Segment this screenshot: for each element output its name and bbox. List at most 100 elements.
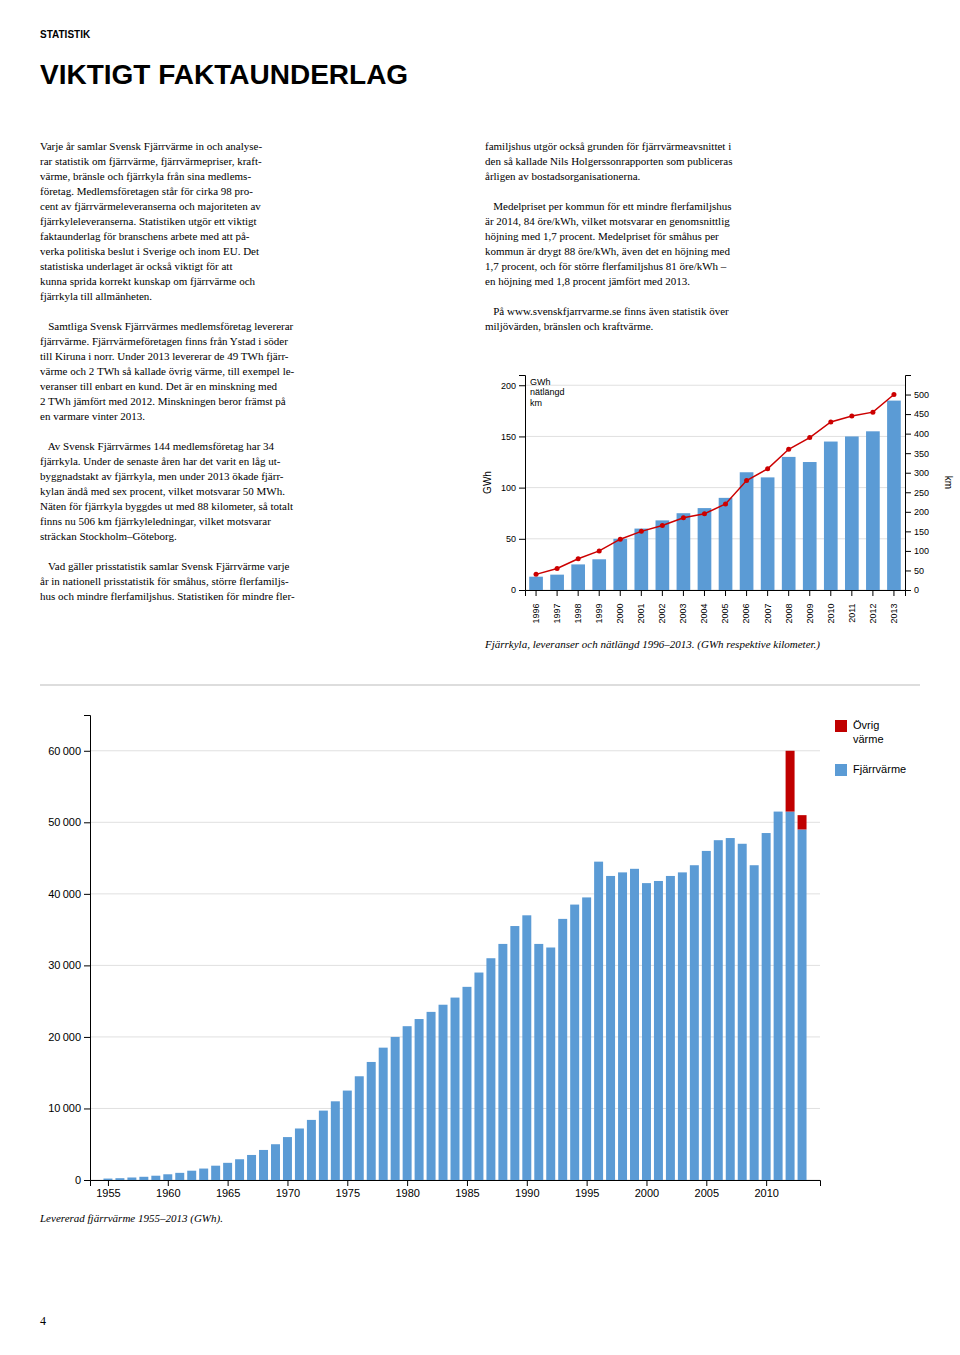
x-axis-line	[526, 591, 906, 597]
x-axis-tick: 2000	[615, 590, 625, 623]
bar	[642, 883, 651, 1180]
legend-swatch	[835, 720, 847, 732]
x-axis-tick-label: 2001	[636, 603, 646, 623]
bar	[427, 1012, 436, 1180]
x-axis-tick: 1975	[336, 1180, 360, 1199]
body-line: årligen av bostadsorganisationerna.	[485, 170, 641, 182]
x-axis-tick-mark	[587, 1180, 588, 1186]
y2-axis-tick-mark	[905, 512, 911, 513]
bar	[295, 1128, 304, 1180]
y2-axis-tick: 250	[905, 488, 929, 498]
y2-axis-tick-label: 500	[914, 390, 929, 400]
x-axis-tick: 1995	[575, 1180, 599, 1199]
bar	[139, 1177, 148, 1180]
bar	[690, 865, 699, 866]
bar	[677, 513, 691, 590]
marker	[807, 435, 812, 440]
bar	[618, 872, 627, 1180]
body-line: 2 TWh jämfört med 2012. Minskningen bero…	[40, 395, 286, 407]
body-line: Vad gäller prisstatistik samlar Svensk F…	[40, 560, 289, 572]
y-axis-tick-mark	[519, 590, 525, 591]
y-axis-tick-mark	[519, 385, 525, 386]
body-line: Medelpriset per kommun för ett mindre fl…	[485, 200, 732, 212]
bar	[606, 875, 615, 876]
bar	[307, 1120, 316, 1180]
x-axis-tick: 1965	[216, 1180, 240, 1199]
x-axis-tick: 2010	[826, 590, 836, 623]
x-axis-tick-label: 2000	[635, 1187, 659, 1199]
bar	[199, 1169, 208, 1180]
x-axis: 1996199719981999200020012002200320042005…	[526, 590, 906, 623]
y2-axis-tick-label: 150	[914, 527, 929, 537]
y2-axis-tick: 200	[905, 507, 929, 517]
page: STATISTIKVIKTIGT FAKTAUNDERLAGVarje år s…	[0, 0, 960, 1355]
separator	[40, 685, 920, 686]
grid	[525, 385, 905, 590]
body-line: hus och mindre flerfamiljshus. Statistik…	[40, 590, 295, 602]
body-line: fjärrkyleleveranserna. Statistiken utgör…	[40, 215, 257, 227]
x-axis-tick-mark	[766, 1180, 767, 1186]
bar	[654, 881, 663, 1180]
x-axis-tick-label: 1960	[156, 1187, 180, 1199]
y2-axis-tick: 0	[905, 585, 919, 595]
bar	[115, 1178, 124, 1179]
bar	[782, 457, 796, 590]
x-axis-tick-label: 2003	[678, 603, 688, 623]
bar	[726, 838, 735, 839]
bar	[786, 812, 795, 1180]
bar	[761, 477, 775, 590]
x-axis-tick-mark	[287, 1180, 288, 1186]
marker	[618, 537, 623, 542]
y2-axis-tick-mark	[905, 414, 911, 415]
grid	[90, 751, 820, 1180]
bar	[750, 865, 759, 866]
y-axis-tick: 20 000	[48, 1031, 90, 1043]
x-axis-tick-mark	[599, 590, 600, 596]
x-axis-tick-mark	[893, 590, 894, 596]
y-axis-title: GWh	[482, 471, 493, 494]
body-line: år in nationell prisstatistik för småhus…	[40, 575, 289, 587]
x-axis-tick: 2008	[784, 590, 794, 623]
body-line: kylan ändå med sex procent, vilket motsv…	[40, 485, 285, 497]
bar	[223, 1162, 232, 1163]
bar	[451, 998, 460, 1180]
y2-axis-tick-label: 350	[914, 449, 929, 459]
bar	[634, 529, 648, 590]
bar	[762, 833, 771, 834]
body-line: den så kallade Nils Holgerssonrapporten …	[485, 155, 732, 167]
x-axis-tick-mark	[704, 590, 705, 596]
bar	[570, 905, 579, 1180]
y-axis-tick: 40 000	[48, 888, 90, 900]
bar	[594, 861, 603, 862]
x-axis-tick-mark	[706, 1180, 707, 1186]
marker	[744, 478, 749, 483]
y-axis-tick: 50	[506, 534, 525, 544]
y-axis: 050100150200	[501, 376, 526, 596]
bar	[403, 1026, 412, 1180]
y2-axis-tick-mark	[905, 395, 911, 396]
x-axis-tick: 2005	[695, 1180, 719, 1199]
body-line: är 2014, 84 öre/kWh, vilket motsvarar en…	[485, 215, 730, 227]
bar	[656, 520, 670, 590]
grid-line	[525, 385, 905, 386]
bar	[283, 1137, 292, 1180]
body-line: värme, bränsle och fjärrkyla från sina m…	[40, 170, 251, 182]
grid-line	[90, 822, 820, 823]
bar	[529, 577, 543, 590]
chart-caption: Fjärrkyla, leveranser och nätlängd 1996–…	[484, 638, 820, 651]
bar	[403, 1026, 412, 1027]
y-axis-tick: 50 000	[48, 816, 90, 828]
y-axis-tick-label: 40 000	[48, 888, 81, 900]
bar	[592, 559, 606, 590]
x-axis-tick: 2013	[889, 590, 899, 623]
body-line: värme och 2 TWh så kallade övrig värme, …	[40, 365, 295, 377]
bar	[127, 1177, 136, 1180]
bar	[750, 865, 759, 1180]
bar	[486, 958, 495, 1180]
y-axis-tick: 0	[511, 585, 525, 595]
y2-axis-tick-label: 50	[914, 566, 924, 576]
page-title: VIKTIGT FAKTAUNDERLAG	[40, 59, 408, 90]
bar	[319, 1110, 328, 1111]
bar	[774, 811, 783, 812]
bar	[295, 1128, 304, 1129]
